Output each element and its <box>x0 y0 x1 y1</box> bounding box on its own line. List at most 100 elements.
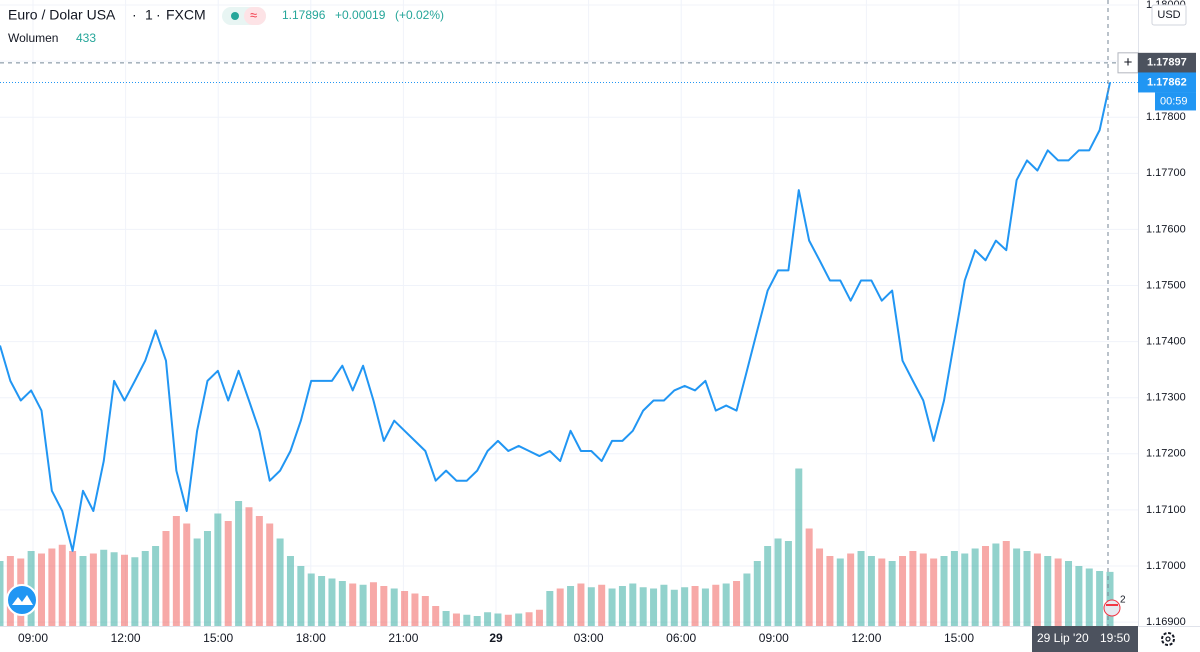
volume-bar <box>255 516 263 626</box>
x-tick-label: 03:00 <box>574 631 604 645</box>
volume-bar <box>1002 541 1010 626</box>
volume-bar <box>504 614 512 626</box>
volume-bar <box>691 586 699 626</box>
volume-bar <box>0 561 4 626</box>
y-tick-label: 1.17500 <box>1146 279 1186 291</box>
volume-pane <box>0 468 1114 626</box>
volume-bar <box>120 554 128 626</box>
volume-bar <box>235 501 243 626</box>
volume-bar <box>359 584 367 626</box>
volume-bar <box>276 538 284 626</box>
crosshair-price-tag <box>1138 52 1196 73</box>
volume-bar <box>349 583 357 626</box>
source: FXCM <box>166 7 206 23</box>
volume-bar <box>183 523 191 626</box>
volume-bar <box>411 593 419 626</box>
y-tick-label: 1.17400 <box>1146 336 1186 348</box>
volume-bar <box>58 544 66 626</box>
event-flag[interactable] <box>1103 599 1121 617</box>
volume-bar <box>847 553 855 626</box>
volume-bar <box>369 582 377 626</box>
volume-bar <box>318 576 326 626</box>
volume-bar <box>712 584 720 626</box>
volume-bar <box>535 609 543 626</box>
volume-bar <box>1096 571 1104 626</box>
volume-bar <box>297 566 305 626</box>
volume-bar <box>89 553 97 626</box>
x-tick-label: 18:00 <box>296 631 326 645</box>
volume-bar <box>982 546 990 626</box>
volume-bar <box>618 586 626 626</box>
volume-bar <box>971 548 979 626</box>
volume-bar <box>1054 558 1062 626</box>
y-tick-label: 1.17100 <box>1146 504 1186 516</box>
volume-bar <box>473 616 481 626</box>
y-tick-label: 1.17700 <box>1146 167 1186 179</box>
volume-bar <box>961 553 969 626</box>
volume-bar <box>743 573 751 626</box>
volume-bar <box>909 551 917 626</box>
volume-bar <box>152 546 160 626</box>
volume-bar <box>141 551 149 626</box>
volume-bar <box>577 583 585 626</box>
volume-bar <box>701 588 709 626</box>
countdown-label: 00:59 <box>1160 95 1188 107</box>
last-price: 1.17896 <box>282 8 326 22</box>
volume-bar <box>245 507 253 626</box>
crosshair-price-label: 1.17897 <box>1147 57 1187 69</box>
volume-bar <box>214 513 222 626</box>
volume-value: 433 <box>76 31 96 45</box>
volume-bar <box>525 612 533 626</box>
x-tick-label: 12:00 <box>851 631 881 645</box>
time-axis <box>0 626 1200 652</box>
volume-bar <box>722 583 730 626</box>
volume-bar <box>338 581 346 626</box>
volume-bar <box>224 521 232 626</box>
settings-gear[interactable] <box>1161 632 1175 646</box>
volume-bar <box>556 588 564 626</box>
volume-bar <box>888 561 896 626</box>
volume-bar <box>764 546 772 626</box>
volume-bar <box>930 558 938 626</box>
volume-bar <box>878 558 886 626</box>
grid <box>0 0 1138 626</box>
crosshair-date-label: 29 Lip '20 <box>1037 631 1089 645</box>
volume-bar <box>598 584 606 626</box>
x-tick-label: 12:00 <box>111 631 141 645</box>
volume-bar <box>131 557 139 626</box>
x-tick-label: 21:00 <box>388 631 418 645</box>
volume-bar <box>681 587 689 626</box>
volume-bar <box>442 611 450 626</box>
volume-bar <box>546 591 554 626</box>
currency-box[interactable] <box>1151 4 1187 26</box>
settings-gear-hole <box>1165 636 1171 642</box>
volume-bar <box>193 538 201 626</box>
separator: · <box>132 7 137 23</box>
crosshair-plus: + <box>1124 54 1133 71</box>
event-flag-stripes <box>1106 604 1118 606</box>
crosshair-time-label: 19:50 <box>1100 631 1130 645</box>
volume-label: Wolumen <box>8 31 58 45</box>
logo[interactable] <box>6 584 38 616</box>
price-change-percent: (+0.02%) <box>395 8 444 22</box>
volume-bar <box>816 548 824 626</box>
volume-bar <box>100 549 108 626</box>
volume-bar <box>162 531 170 626</box>
x-tick-label: 06:00 <box>666 631 696 645</box>
volume-bar <box>37 553 45 626</box>
volume-bar <box>670 589 678 626</box>
volume-bar <box>515 613 523 626</box>
volume-bar <box>940 556 948 626</box>
price-pane <box>0 0 1138 626</box>
event-count: 2 <box>1120 595 1126 606</box>
volume-bar <box>463 614 471 626</box>
volume-bar <box>805 528 813 626</box>
x-tick-label: 29 <box>489 631 503 645</box>
volume-bar <box>1085 568 1093 626</box>
volume-bar <box>567 586 575 626</box>
volume-bar <box>421 596 429 626</box>
last-price-label: 1.17862 <box>1147 76 1187 88</box>
price-line <box>0 82 1111 552</box>
